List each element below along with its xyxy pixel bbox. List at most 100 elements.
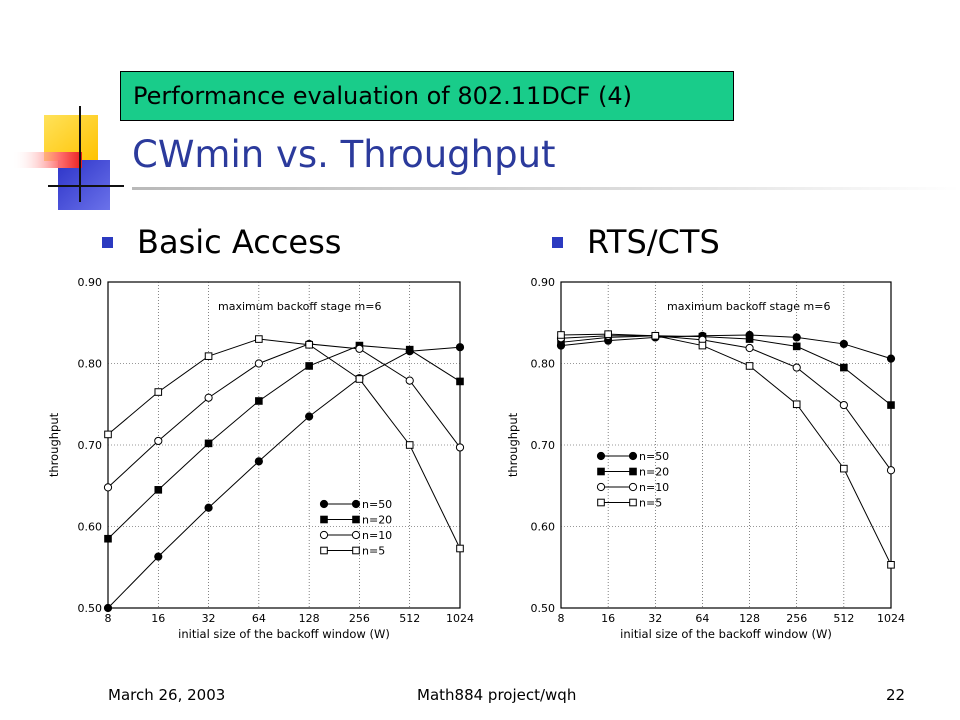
legend-marker: [351, 530, 361, 540]
data-point: [456, 544, 464, 553]
y-tick-label: 0.60: [531, 521, 556, 534]
data-point: [355, 375, 364, 383]
series-n-20: [104, 341, 464, 543]
legend-marker: [319, 530, 329, 540]
header-box-text: Performance evaluation of 802.11DCF (4): [133, 82, 632, 110]
data-point: [405, 441, 414, 449]
x-axis-label: initial size of the backoff window (W): [620, 627, 832, 641]
bullet-square-icon: [552, 236, 563, 248]
data-point: [154, 552, 163, 561]
legend-marker: [320, 515, 328, 524]
legend-label: n=20: [362, 514, 392, 527]
bullet-basic-access: Basic Access: [102, 223, 341, 261]
bullet-square-icon: [102, 236, 113, 248]
legend-label: n=10: [639, 481, 669, 494]
data-point: [204, 352, 213, 360]
legend-marker: [352, 515, 360, 524]
series-line: [560, 334, 892, 360]
data-point: [103, 603, 113, 613]
data-point: [557, 331, 565, 339]
legend-label: n=5: [362, 545, 385, 558]
series-n-5: [104, 335, 464, 553]
data-point: [839, 339, 848, 349]
data-point: [839, 400, 848, 410]
x-axis-label: initial size of the backoff window (W): [178, 627, 390, 641]
data-point: [840, 363, 848, 372]
legend-marker: [319, 499, 329, 509]
data-point: [651, 331, 660, 340]
x-tick-label: 256: [786, 612, 807, 625]
data-point: [745, 335, 754, 343]
y-tick-label: 0.50: [531, 602, 556, 615]
series-line: [107, 343, 461, 488]
data-point: [204, 393, 213, 402]
data-point: [455, 343, 465, 352]
x-tick-label: 256: [349, 612, 370, 625]
x-tick-label: 128: [299, 612, 320, 625]
bullet-rts-cts: RTS/CTS: [552, 223, 720, 261]
data-point: [405, 376, 414, 385]
data-point: [745, 362, 754, 370]
data-point: [204, 439, 213, 448]
series-line: [107, 338, 461, 549]
x-tick-label: 32: [648, 612, 662, 625]
legend-marker: [628, 482, 638, 492]
legend-marker: [596, 451, 606, 461]
legend-marker: [352, 546, 360, 555]
y-tick-label: 0.60: [78, 521, 103, 534]
series-line: [560, 335, 892, 471]
data-point: [887, 401, 895, 409]
data-point: [355, 344, 364, 353]
data-point: [840, 464, 848, 473]
legend: n=50 n=20 n=10 n=5: [596, 450, 669, 510]
slide-title: CWmin vs. Throughput: [132, 133, 556, 176]
data-point: [792, 363, 801, 372]
data-point: [887, 561, 895, 569]
x-tick-label: 64: [695, 612, 709, 625]
x-tick-label: 16: [601, 612, 615, 625]
bullet-label: RTS/CTS: [587, 223, 720, 261]
data-point: [305, 412, 314, 421]
data-point: [792, 400, 801, 409]
x-tick-label: 512: [399, 612, 420, 625]
header-box: Performance evaluation of 802.11DCF (4): [120, 71, 734, 121]
data-point: [254, 457, 263, 466]
legend-marker: [597, 498, 605, 507]
y-tick-label: 0.80: [531, 358, 556, 371]
title-underline: [132, 187, 960, 190]
legend-marker: [320, 546, 328, 555]
x-tick-label: 128: [739, 612, 760, 625]
data-point: [154, 486, 163, 494]
x-tick-label: 8: [558, 612, 565, 625]
bullet-label: Basic Access: [137, 223, 342, 261]
legend-marker: [629, 467, 637, 476]
series-line: [560, 333, 892, 566]
chart-rts-cts: 8 16 32 64 128 256 512 1024 0.50 0.60 0.70 0.80 0.90…: [506, 276, 905, 641]
data-point: [405, 345, 414, 354]
data-point: [305, 340, 313, 349]
deco-red-bar: [12, 152, 82, 168]
legend-label: n=5: [639, 497, 662, 510]
data-point: [254, 359, 263, 368]
data-point: [104, 534, 112, 543]
data-point: [886, 354, 896, 363]
data-point: [698, 341, 707, 350]
data-point: [456, 377, 464, 386]
data-point: [792, 342, 801, 351]
series-line: [107, 346, 461, 609]
y-tick-label: 0.90: [78, 276, 103, 289]
legend-label: n=50: [362, 498, 392, 511]
legend-marker: [628, 451, 638, 461]
legend-label: n=50: [639, 450, 669, 463]
slide-corner-decoration: [12, 106, 124, 210]
footer-page-number: 22: [886, 686, 906, 704]
data-point: [255, 335, 263, 343]
data-point: [204, 503, 213, 512]
y-axis-label: throughput: [506, 412, 520, 477]
data-point: [154, 388, 163, 396]
legend: n=50 n=20 n=10 n=5: [319, 498, 392, 558]
y-tick-label: 0.70: [78, 439, 103, 452]
data-point: [792, 333, 801, 342]
series-n-5: [557, 330, 895, 569]
legend-marker: [596, 482, 606, 492]
